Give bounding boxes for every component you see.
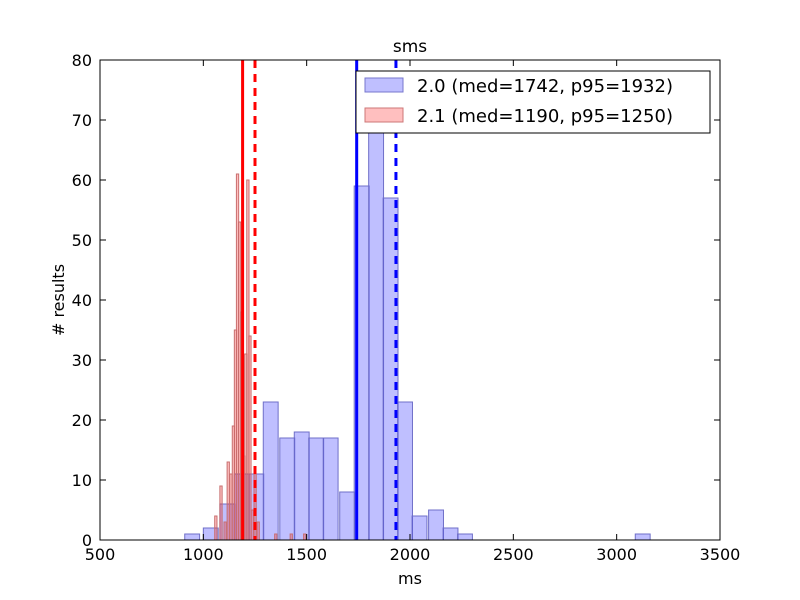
x-tick-label: 2000 [390, 545, 431, 564]
legend-label-series-0: 2.0 (med=1742, p95=1932) [417, 76, 673, 97]
legend-label-series-1: 2.1 (med=1190, p95=1250) [417, 106, 673, 127]
bar-series-1-0 [214, 515, 218, 541]
bar-series-0-10 [339, 491, 356, 541]
y-tick-label: 10 [72, 471, 92, 490]
bar-series-0-15 [411, 515, 428, 541]
bar-series-1-3 [226, 461, 230, 541]
bar-series-0-19 [634, 533, 651, 541]
y-tick-label: 80 [72, 51, 92, 70]
y-tick-label: 70 [72, 111, 92, 130]
bar-series-1-16 [256, 521, 260, 541]
ticks-layer: 500 1000 1500 2000 2500 3000 3500 0 10 20 30 40 50 60… [72, 51, 741, 564]
bar-series-0-12 [368, 107, 385, 541]
bar-series-1-2 [223, 521, 227, 541]
bar-series-1-4 [229, 473, 233, 541]
y-tick-label: 20 [72, 411, 92, 430]
x-tick-label: 500 [85, 545, 116, 564]
legend: 2.0 (med=1742, p95=1932) 2.1 (med=1190, … [355, 70, 711, 134]
y-tick-label: 50 [72, 231, 92, 250]
legend-swatch-series-1 [364, 107, 404, 123]
legend-swatch-series-0 [364, 77, 404, 93]
bar-series-0-8 [308, 437, 325, 541]
x-tick-label: 1500 [286, 545, 327, 564]
y-axis-label: # results [49, 264, 68, 336]
bar-series-0-17 [442, 527, 459, 541]
bar-series-0-5 [262, 401, 279, 541]
bars-layer [184, 107, 651, 541]
y-tick-label: 60 [72, 171, 92, 190]
x-tick-label: 3500 [700, 545, 741, 564]
bar-series-0-7 [293, 431, 310, 541]
legend-box [355, 70, 711, 134]
bar-series-1-19 [303, 533, 307, 541]
reference-lines-layer [241, 60, 398, 540]
y-tick-label: 40 [72, 291, 92, 310]
y-tick-label: 0 [82, 531, 92, 550]
bar-series-1-17 [274, 533, 278, 541]
x-axis-label: ms [398, 569, 422, 588]
bar-series-0-16 [428, 509, 444, 541]
x-tick-label: 3000 [596, 545, 637, 564]
bar-series-0-6 [279, 437, 296, 541]
bar-series-0-18 [457, 533, 473, 541]
y-tick-label: 30 [72, 351, 92, 370]
bar-series-0-9 [322, 437, 339, 541]
bar-series-1-18 [289, 533, 293, 541]
x-tick-label: 1000 [183, 545, 224, 564]
x-tick-label: 2500 [493, 545, 534, 564]
bar-series-1-14 [250, 509, 255, 541]
bar-series-1-13 [248, 335, 252, 541]
bar-series-1-1 [219, 485, 223, 541]
bar-series-0-0 [184, 533, 201, 541]
bar-series-0-14 [397, 401, 413, 541]
chart-title: sms [393, 37, 427, 57]
